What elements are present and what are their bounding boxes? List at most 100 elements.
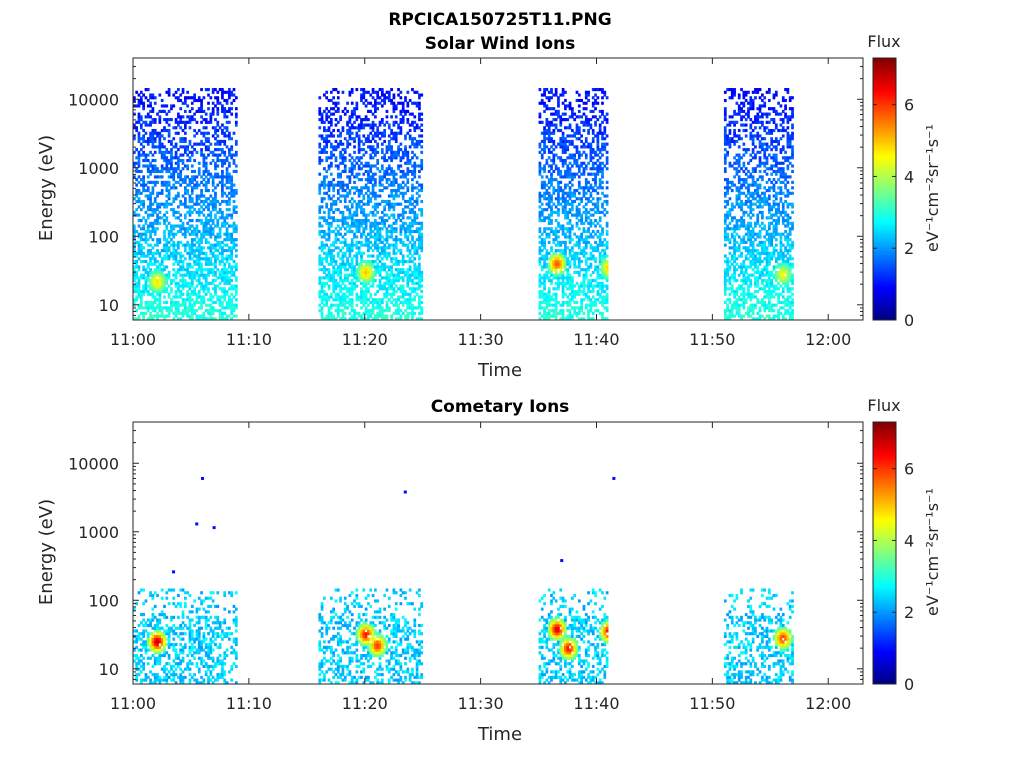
heatmap-cell [566,270,570,275]
heatmap-cell [142,284,145,288]
heatmap-cell [552,142,556,146]
heatmap-cell [207,270,210,275]
heatmap-cell [163,158,166,163]
heatmap-cell [343,273,347,277]
heatmap-cell [172,262,176,266]
heatmap-cell [190,224,194,228]
heatmap-cell [575,216,579,220]
heatmap-cell [318,161,322,165]
heatmap-cell [547,232,551,236]
heatmap-cell [193,270,196,275]
heatmap-cell [197,128,201,133]
heatmap-cell [146,139,150,144]
heatmap-cell [394,303,398,307]
heatmap-cell [153,314,157,318]
heatmap-cell [557,189,560,193]
heatmap-cell [355,208,359,212]
heatmap-cell [232,221,236,225]
heatmap-cell [234,224,238,228]
heatmap-cell [566,279,570,283]
heatmap-cell [146,224,150,228]
heatmap-cell [385,246,389,250]
heatmap-cell [188,270,192,275]
heatmap-cell [133,232,136,236]
heatmap-cell [571,153,574,157]
heatmap-cell [564,251,567,255]
heatmap-cell [156,306,159,310]
heatmap-cell [387,96,391,100]
heatmap-cell [200,238,203,242]
heatmap-cell [591,109,595,113]
heatmap-cell [183,284,187,288]
heatmap-cell [401,259,405,264]
heatmap-cell [177,172,180,176]
heatmap-cell [374,101,377,105]
heatmap-cell [385,202,389,206]
heatmap-cell [582,311,586,315]
heatmap-cell [211,189,215,193]
heatmap-cell [575,172,579,176]
heatmap-cell [362,303,366,307]
heatmap-cell [413,276,417,280]
heatmap-cell [332,268,336,272]
heatmap-cell [158,134,162,138]
heatmap-cell [369,221,373,225]
heatmap-cell [177,229,180,234]
heatmap-cell [318,303,322,307]
heatmap-cell [550,268,553,272]
heatmap-cell [139,300,143,305]
heatmap-cell [165,120,169,124]
heatmap-cell [165,227,169,231]
heatmap-cell [214,197,217,201]
heatmap-cell [234,150,238,154]
heatmap-cell [327,109,331,113]
heatmap-cell [334,109,338,113]
heatmap-cell [582,123,586,127]
heatmap-cell [540,139,544,144]
heatmap-cell [390,295,393,299]
heatmap-cell [323,148,326,152]
heatmap-cell [547,164,551,168]
heatmap-cell [332,243,336,247]
heatmap-cell [355,88,359,92]
heatmap-cell [374,194,377,198]
heatmap-cell [325,118,329,122]
heatmap-cell [193,158,196,163]
heatmap-cell [223,131,227,135]
heatmap-cell [221,317,224,320]
heatmap-cell [172,167,176,171]
heatmap-cell [214,287,217,291]
heatmap-cell [408,112,412,116]
heatmap-cell [564,98,567,103]
heatmap-cell [207,205,210,209]
heatmap-cell [596,118,600,122]
heatmap-cell [146,104,150,108]
heatmap-cell [177,240,180,244]
heatmap-cell [158,221,162,225]
heatmap-cell [397,93,400,97]
heatmap-cell [561,232,565,236]
heatmap-cell [406,101,410,105]
heatmap-cell [418,254,421,258]
heatmap-cell [334,199,338,204]
heatmap-cell [415,126,419,130]
heatmap-cell [552,93,556,97]
heatmap-cell [543,191,546,195]
heatmap-cell [209,172,213,176]
heatmap-cell [540,265,544,269]
heatmap-cell [357,205,361,209]
heatmap-cell [146,300,150,305]
heatmap-cell [149,161,152,165]
heatmap-cell [218,210,222,214]
heatmap-cell [320,309,324,313]
heatmap-cell [207,148,210,152]
heatmap-cell [540,156,544,160]
heatmap-cell [360,262,363,266]
heatmap-cell [401,295,405,299]
heatmap-cell [571,194,574,198]
heatmap-cell [378,311,382,315]
heatmap-cell [350,172,354,176]
heatmap-cell [577,126,581,130]
heatmap-cell [385,172,389,176]
heatmap-cell [149,139,152,144]
